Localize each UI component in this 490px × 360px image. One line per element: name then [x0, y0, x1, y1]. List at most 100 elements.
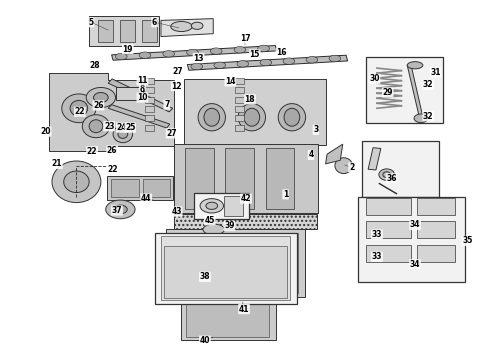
- Bar: [366, 244, 411, 262]
- Text: 20: 20: [40, 127, 51, 136]
- Bar: [235, 78, 244, 84]
- Ellipse shape: [234, 46, 246, 53]
- Text: 8: 8: [140, 82, 145, 91]
- Ellipse shape: [204, 108, 220, 126]
- Bar: [174, 214, 318, 229]
- Bar: [235, 97, 244, 103]
- Bar: [358, 197, 465, 282]
- Bar: [366, 221, 411, 238]
- Text: 22: 22: [108, 166, 118, 175]
- Text: 2: 2: [349, 163, 354, 172]
- Text: 27: 27: [172, 67, 183, 76]
- Polygon shape: [112, 45, 277, 60]
- Ellipse shape: [163, 51, 174, 57]
- Text: 34: 34: [410, 260, 420, 269]
- Polygon shape: [368, 148, 381, 170]
- Text: 11: 11: [137, 76, 147, 85]
- Text: 18: 18: [245, 95, 255, 104]
- Bar: [164, 246, 287, 298]
- Bar: [111, 179, 139, 197]
- Text: 34: 34: [410, 220, 420, 229]
- Bar: [155, 233, 297, 304]
- Text: 5: 5: [89, 18, 94, 27]
- Bar: [116, 87, 139, 100]
- Ellipse shape: [244, 108, 260, 126]
- Text: 31: 31: [430, 68, 441, 77]
- Text: 41: 41: [239, 305, 249, 314]
- Text: 4: 4: [308, 150, 314, 159]
- Bar: [266, 148, 294, 209]
- Bar: [235, 116, 244, 121]
- Text: 40: 40: [200, 336, 210, 345]
- Ellipse shape: [191, 22, 203, 30]
- Text: 39: 39: [224, 221, 235, 230]
- Bar: [235, 106, 244, 112]
- Ellipse shape: [383, 172, 391, 177]
- Ellipse shape: [258, 45, 270, 51]
- Ellipse shape: [237, 60, 248, 67]
- Bar: [146, 78, 154, 84]
- Ellipse shape: [82, 115, 110, 138]
- Ellipse shape: [260, 59, 271, 66]
- Text: 37: 37: [112, 206, 122, 215]
- Ellipse shape: [329, 55, 341, 62]
- Text: 24: 24: [117, 123, 127, 132]
- Ellipse shape: [64, 171, 89, 193]
- Text: 22: 22: [74, 107, 85, 116]
- Bar: [235, 125, 244, 131]
- Bar: [362, 140, 440, 197]
- Text: 14: 14: [225, 77, 236, 86]
- Polygon shape: [49, 73, 174, 151]
- Text: 21: 21: [51, 159, 62, 168]
- Text: 10: 10: [137, 93, 147, 102]
- Text: 42: 42: [241, 194, 251, 203]
- Bar: [107, 176, 173, 200]
- Ellipse shape: [200, 199, 223, 213]
- Text: 27: 27: [167, 129, 177, 138]
- Bar: [194, 193, 249, 220]
- Bar: [225, 148, 254, 209]
- Bar: [417, 198, 455, 215]
- Text: 35: 35: [462, 237, 472, 246]
- Text: 36: 36: [386, 174, 397, 183]
- Polygon shape: [187, 55, 347, 70]
- Ellipse shape: [171, 22, 192, 32]
- Ellipse shape: [414, 114, 428, 123]
- Ellipse shape: [106, 200, 135, 219]
- Ellipse shape: [206, 202, 218, 210]
- Ellipse shape: [113, 126, 133, 143]
- Bar: [89, 16, 159, 45]
- Text: 15: 15: [249, 50, 260, 59]
- Bar: [121, 21, 135, 42]
- Text: 44: 44: [141, 194, 151, 203]
- Text: 25: 25: [125, 123, 135, 132]
- Bar: [186, 299, 270, 337]
- Bar: [146, 87, 154, 93]
- Ellipse shape: [278, 104, 306, 131]
- Ellipse shape: [379, 169, 394, 180]
- Ellipse shape: [86, 87, 116, 108]
- Polygon shape: [407, 65, 423, 120]
- Text: 3: 3: [313, 125, 318, 134]
- Bar: [366, 198, 411, 215]
- Text: 23: 23: [104, 122, 115, 131]
- Bar: [223, 196, 243, 216]
- Bar: [366, 57, 443, 123]
- Bar: [166, 229, 305, 297]
- Bar: [161, 236, 291, 300]
- Text: 43: 43: [172, 207, 182, 216]
- Bar: [174, 144, 318, 213]
- Bar: [417, 221, 455, 238]
- Ellipse shape: [116, 53, 127, 60]
- Bar: [172, 233, 298, 293]
- Bar: [146, 106, 154, 112]
- Bar: [143, 21, 157, 42]
- Text: 13: 13: [194, 54, 204, 63]
- Bar: [417, 244, 455, 262]
- Ellipse shape: [70, 100, 88, 116]
- Text: 32: 32: [423, 112, 434, 121]
- Ellipse shape: [139, 52, 151, 58]
- Ellipse shape: [118, 130, 128, 138]
- Ellipse shape: [187, 49, 198, 56]
- Ellipse shape: [283, 58, 294, 64]
